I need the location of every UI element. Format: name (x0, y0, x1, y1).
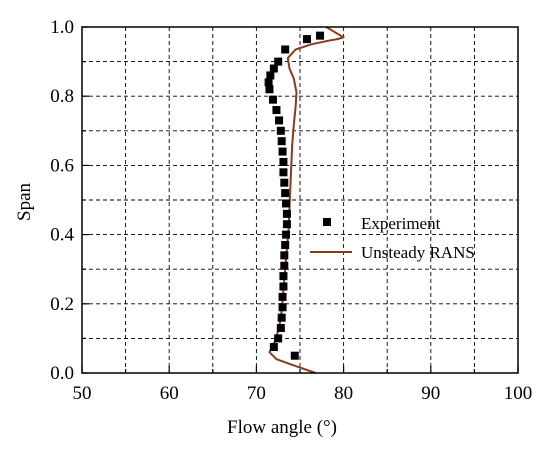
experiment-point (279, 272, 288, 281)
experiment-point (281, 240, 290, 249)
experiment-point (280, 261, 289, 270)
y-axis-title: Span (14, 183, 35, 222)
experiment-point (276, 324, 285, 333)
x-tick-label: 90 (421, 383, 440, 404)
experiment-point (269, 64, 278, 73)
y-tick-label: 1.0 (50, 17, 74, 38)
y-tick-label: 0.0 (50, 363, 74, 384)
experiment-point (277, 137, 286, 146)
experiment-point (278, 147, 287, 156)
x-tick-label: 50 (73, 383, 92, 404)
experiment-point (265, 85, 274, 94)
experiment-point (279, 157, 288, 166)
experiment-point (268, 95, 277, 104)
tick-marks (81, 26, 519, 374)
plot-data (264, 26, 345, 374)
y-tick-label: 0.4 (50, 225, 74, 246)
tick-labels: 50 60 70 80 90 100 0.0 0.2 0.4 0.6 0.8 1.0 (50, 17, 532, 404)
experiment-point (277, 313, 286, 322)
x-tick-label: 70 (247, 383, 266, 404)
experiment-point (275, 116, 284, 125)
experiment-point (282, 209, 291, 218)
y-tick-label: 0.2 (50, 294, 74, 315)
experiment-point (276, 126, 285, 135)
experiment-point (282, 230, 291, 239)
experiment-point (274, 334, 283, 343)
experiment-point (316, 31, 325, 40)
experiment-point (266, 71, 275, 80)
experiment-point (281, 189, 290, 198)
y-tick-label: 0.6 (50, 155, 74, 176)
experiment-point (278, 292, 287, 301)
y-tick-label: 0.8 (50, 86, 74, 107)
legend-experiment-label: Experiment (361, 214, 441, 233)
experiment-point (272, 106, 281, 115)
experiment-point (280, 251, 289, 260)
x-axis-title: Flow angle (°) (227, 417, 337, 438)
legend: Experiment Unsteady RANS (310, 214, 475, 262)
experiment-point (281, 45, 290, 54)
experiment-point (269, 343, 278, 352)
experiment-point (279, 282, 288, 291)
x-tick-label: 60 (160, 383, 179, 404)
x-tick-label: 80 (334, 383, 353, 404)
experiment-point (274, 57, 283, 66)
grid (82, 27, 518, 373)
x-tick-label: 100 (504, 383, 533, 404)
experiment-point (290, 351, 299, 360)
experiment-point (282, 199, 291, 208)
experiment-point (302, 35, 311, 44)
legend-unsteady-rans-label: Unsteady RANS (361, 243, 475, 262)
experiment-point (280, 178, 289, 187)
legend-experiment-marker (323, 218, 331, 226)
experiment-point (282, 220, 291, 229)
experiment-point (278, 303, 287, 312)
experiment-point (279, 168, 288, 177)
experiment-point (264, 78, 273, 87)
